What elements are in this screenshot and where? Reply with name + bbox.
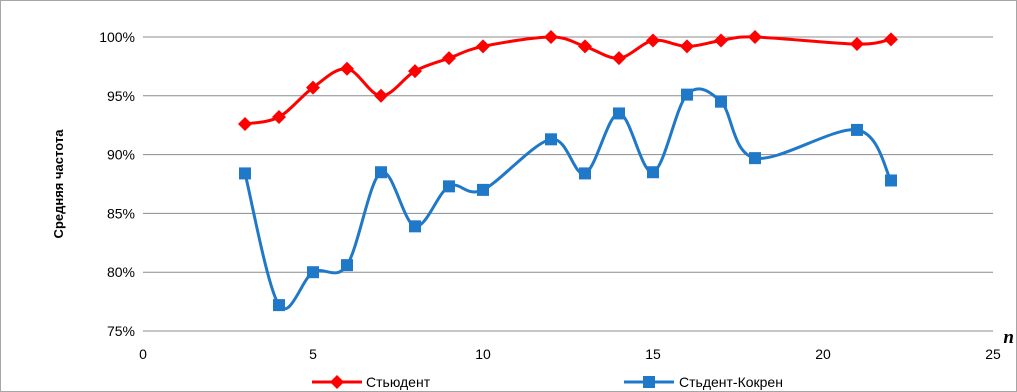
data-point xyxy=(748,30,762,44)
data-point xyxy=(307,266,319,279)
data-point xyxy=(273,299,285,312)
x-tick-label: 10 xyxy=(475,346,491,362)
data-point xyxy=(545,133,557,146)
legend-label-student-cochran: Стьдент-Кокрен xyxy=(679,374,783,390)
data-point xyxy=(647,166,659,179)
legend-label-student: Стьюдент xyxy=(366,374,431,390)
legend-marker-student-cochran xyxy=(643,376,655,388)
data-point xyxy=(613,107,625,120)
data-point xyxy=(341,259,353,272)
y-tick-label: 85% xyxy=(107,205,135,221)
data-point xyxy=(680,39,694,54)
series-1 xyxy=(239,87,897,312)
gridlines xyxy=(143,36,993,273)
y-tick-label: 100% xyxy=(99,29,135,45)
data-point xyxy=(340,61,354,76)
data-point xyxy=(408,64,422,79)
y-tick-label: 90% xyxy=(107,147,135,163)
data-point xyxy=(375,166,387,179)
data-point xyxy=(374,88,388,103)
tick-labels: 75% 80% 85% 90% 95% 100% 0 5 10 15 20 25 xyxy=(99,29,1001,362)
x-axis-label: n xyxy=(1003,327,1014,348)
y-axis-label: Средняя частота xyxy=(51,129,66,239)
series-layer xyxy=(238,30,898,312)
data-point xyxy=(477,183,489,196)
legend-marker-student xyxy=(330,375,344,389)
y-tick-label: 95% xyxy=(107,88,135,104)
data-point xyxy=(578,39,592,54)
series-0 xyxy=(238,30,898,132)
data-point xyxy=(851,123,863,136)
data-point xyxy=(443,180,455,193)
data-point xyxy=(714,33,728,48)
data-point xyxy=(715,95,727,108)
x-tick-label: 0 xyxy=(139,346,147,362)
data-point xyxy=(579,167,591,180)
data-point xyxy=(409,220,421,233)
series-line xyxy=(244,35,892,126)
data-point xyxy=(884,32,898,47)
y-tick-label: 80% xyxy=(107,264,135,280)
data-point xyxy=(681,88,693,101)
x-tick-label: 25 xyxy=(985,346,1001,362)
data-point xyxy=(239,167,251,180)
series-line xyxy=(243,87,893,311)
legend-item-student: Стьюдент xyxy=(312,374,431,390)
data-point xyxy=(442,51,456,66)
data-point xyxy=(612,51,626,66)
data-point xyxy=(306,80,320,95)
data-point xyxy=(272,109,286,124)
legend: Стьюдент Стьдент-Кокрен xyxy=(312,374,783,390)
legend-item-student-cochran: Стьдент-Кокрен xyxy=(624,374,783,390)
data-point xyxy=(476,39,490,54)
data-point xyxy=(749,152,761,165)
data-point xyxy=(885,174,897,187)
data-point xyxy=(646,33,660,48)
y-tick-label: 75% xyxy=(107,323,135,339)
data-point xyxy=(544,30,558,44)
data-point xyxy=(238,117,252,132)
x-tick-label: 15 xyxy=(645,346,661,362)
x-tick-label: 20 xyxy=(815,346,831,362)
x-tick-label: 5 xyxy=(309,346,317,362)
data-point xyxy=(850,37,864,52)
